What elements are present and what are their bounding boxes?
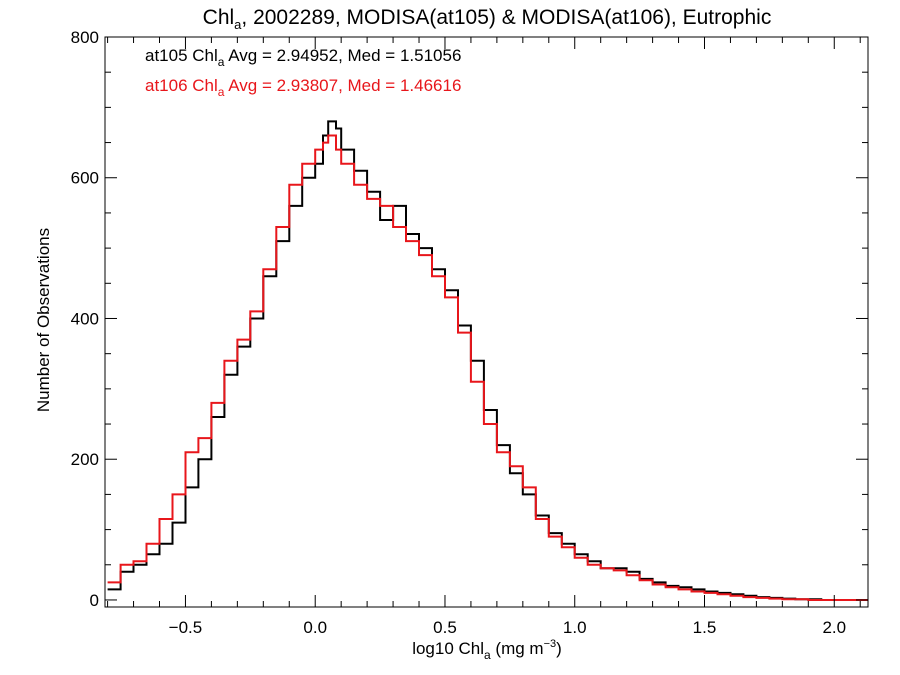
y-tick-label: 200: [71, 450, 99, 469]
x-tick-label: 0.0: [303, 618, 327, 637]
x-axis-label: log10 Chla (mg m−3): [412, 638, 562, 662]
y-axis: 0 200 400 600 800: [71, 28, 868, 610]
y-axis-label: Number of Observations: [34, 228, 53, 412]
series-line-1: [107, 134, 868, 601]
y-tick-label: 0: [90, 591, 99, 610]
x-tick-label: 1.0: [563, 618, 587, 637]
x-tick-label: 1.5: [693, 618, 717, 637]
chart-title: Chla, 2002289, MODISA(at105) & MODISA(at…: [203, 6, 772, 32]
y-tick-label: 800: [71, 28, 99, 47]
x-tick-label: 2.0: [822, 618, 846, 637]
series-layer: [107, 120, 868, 601]
legend-at105: at105 Chla Avg = 2.94952, Med = 1.51056: [145, 46, 461, 69]
plot-frame: [104, 36, 869, 608]
x-axis: −0.5 0.0 0.5 1.0 1.5 2.0: [107, 37, 861, 637]
x-tick-label: −0.5: [169, 618, 203, 637]
y-tick-label: 600: [71, 169, 99, 188]
x-tick-label: 0.5: [433, 618, 457, 637]
y-tick-label: 400: [71, 309, 99, 328]
series-line-0: [107, 120, 868, 601]
legend-at106: at106 Chla Avg = 2.93807, Med = 1.46616: [145, 76, 461, 99]
